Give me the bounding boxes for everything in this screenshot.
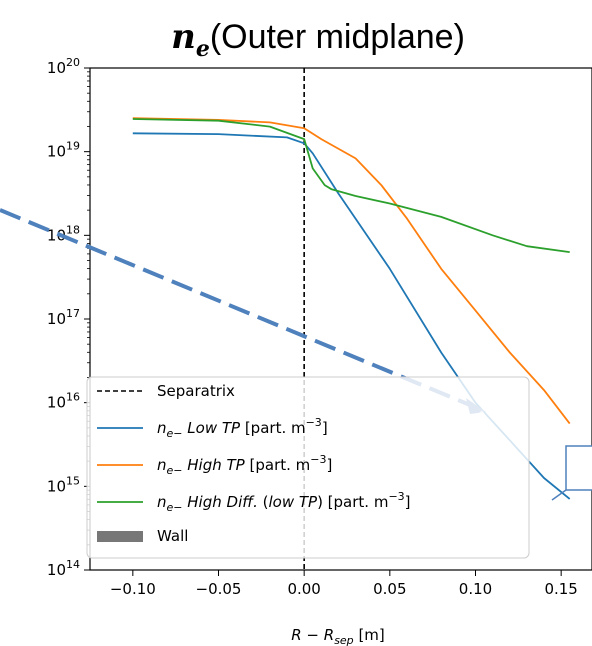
x-tick-label: −0.10 <box>110 580 156 598</box>
annotation-callout-pointer <box>551 489 567 501</box>
y-tick-label: 1020 <box>47 56 80 77</box>
chart-title: ne(Outer midplane) <box>171 17 465 62</box>
legend-label-separatrix: Separatrix <box>157 382 235 400</box>
x-tick-label: 0.05 <box>373 580 406 598</box>
x-tick-label: −0.05 <box>196 580 242 598</box>
legend-label-wall: Wall <box>157 527 188 545</box>
y-tick-label: 1014 <box>47 558 80 579</box>
legend-label-high: ne− High TP [part. m−3] <box>157 453 332 477</box>
series-line-high <box>132 117 571 425</box>
legend-box <box>86 376 530 559</box>
x-tick-label: 0.10 <box>459 580 492 598</box>
y-tick-label: 1018 <box>47 223 80 244</box>
annotation-arrow <box>0 208 471 407</box>
plot-area: 1014 1015 1016 1017 1018 1019 1020 −0.10 −0.05 0.… <box>0 56 592 598</box>
y-tick-label: 1015 <box>47 474 80 495</box>
y-tick-label: 1016 <box>47 391 80 412</box>
annotation-callout <box>565 445 592 491</box>
y-tick-label: 1019 <box>47 140 80 161</box>
x-axis-label: R − Rsep [m] <box>291 626 385 646</box>
x-tick-label: 0.15 <box>544 580 577 598</box>
legend-label-low: ne− Low TP [part. m−3] <box>157 416 328 440</box>
series-line-diff <box>132 118 570 253</box>
legend: Separatrix ne− Low TP [part. m−3] ne− High… <box>86 376 530 559</box>
x-tick-label: 0.00 <box>287 580 320 598</box>
y-tick-label: 1017 <box>47 307 80 328</box>
legend-label-diff: ne− High Diff. (low TP) [part. m−3] <box>157 490 411 514</box>
legend-handle-wall <box>97 531 143 542</box>
